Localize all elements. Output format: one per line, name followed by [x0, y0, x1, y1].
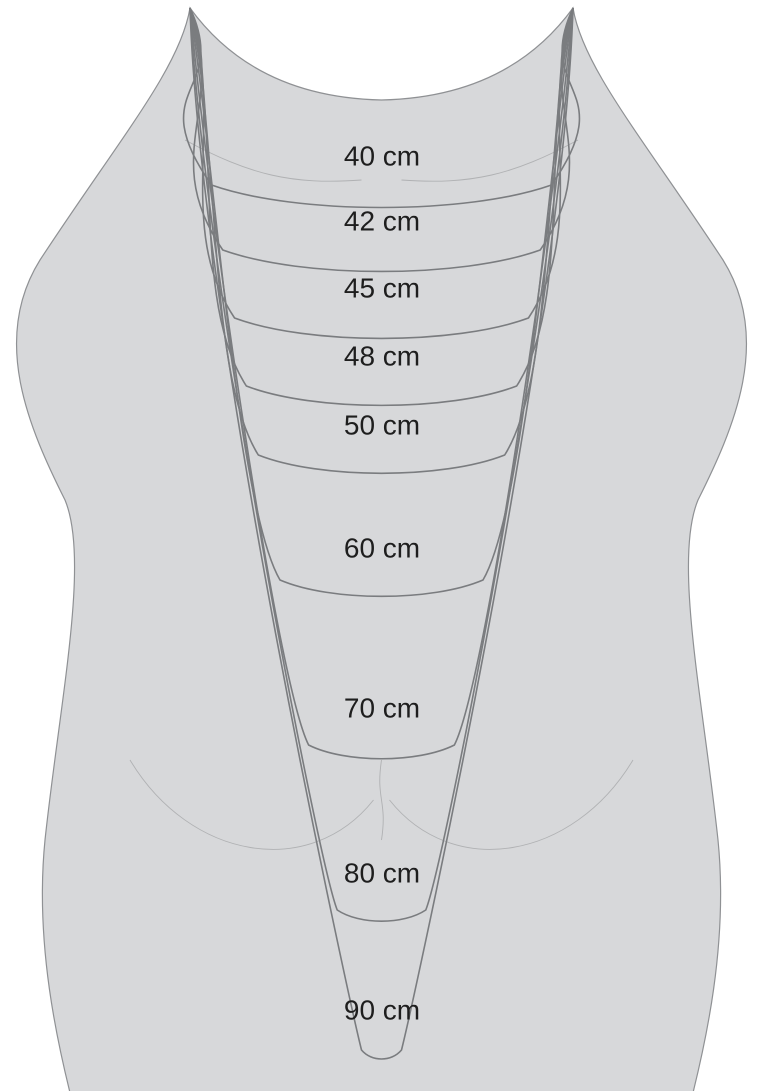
chain-length-label: 50 cm [344, 409, 420, 440]
necklace-length-diagram: 40 cm 42 cm 45 cm 48 cm 50 cm 60 cm 70 cm 80 cm… [0, 0, 763, 1091]
chain-length-label: 60 cm [344, 532, 420, 563]
chain-length-label: 45 cm [344, 272, 420, 303]
chain-length-label: 48 cm [344, 340, 420, 371]
chain-length-label: 42 cm [344, 205, 420, 236]
diagram-svg: 40 cm 42 cm 45 cm 48 cm 50 cm 60 cm 70 cm 80 cm… [0, 0, 763, 1091]
chain-length-label: 40 cm [344, 140, 420, 171]
chain-length-label: 70 cm [344, 692, 420, 723]
chain-length-label: 90 cm [344, 994, 420, 1025]
chain-length-label: 80 cm [344, 857, 420, 888]
